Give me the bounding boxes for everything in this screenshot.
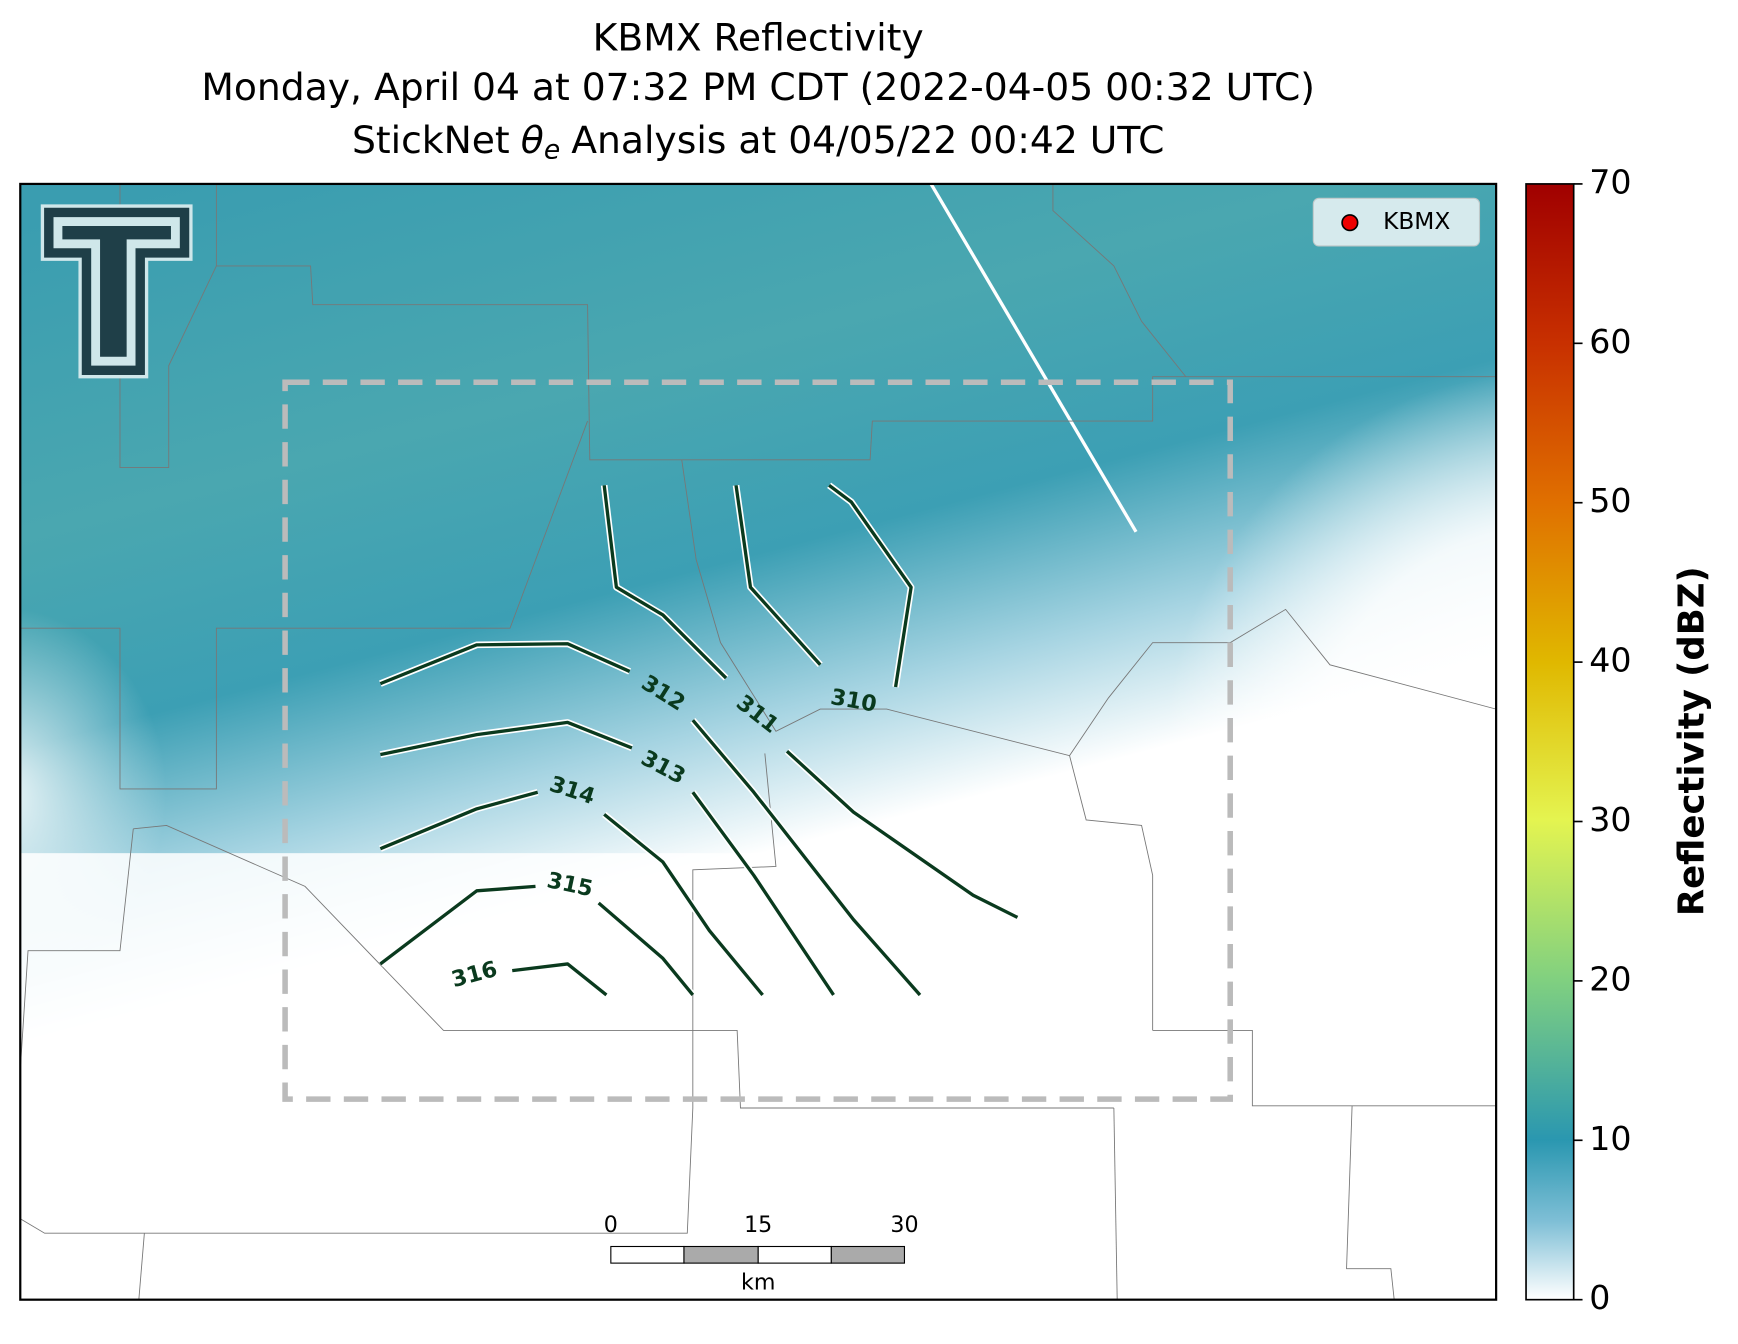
colorbar-tick-label: 60 (1589, 322, 1631, 361)
colorbar-tick-label: 30 (1589, 800, 1631, 839)
colorbar-tick-label: 50 (1589, 481, 1631, 520)
theta-subscript: e (544, 134, 560, 165)
colorbar-tick-label: 20 (1589, 959, 1631, 998)
colorbar-scale (1525, 183, 1575, 1301)
theta-symbol: θ (521, 117, 544, 161)
colorbar-tick-label: 10 (1589, 1119, 1631, 1158)
analysis-domain (282, 379, 1233, 1102)
map-frame (19, 182, 1498, 1301)
colorbar: Reflectivity (dBZ) 0 10 20 30 40 50 60 70 (1525, 162, 1712, 1317)
radar-clear-south (20, 853, 1497, 1300)
colorbar-label: Reflectivity (dBZ) (1671, 566, 1712, 916)
scale-tick-label: 0 (604, 1212, 618, 1238)
legend-label: KBMX (1383, 208, 1450, 235)
colorbar-tick-label: 0 (1589, 1278, 1610, 1317)
title-prefix: StickNet (352, 117, 510, 161)
colorbar-tick-label: 40 (1589, 641, 1631, 680)
colorbar-tick-label: 70 (1589, 162, 1631, 201)
title-line-3: StickNet θe Analysis at 04/05/22 00:42 UTC (352, 117, 1164, 165)
title-line-2: Monday, April 04 at 07:32 PM CDT (2022-0… (201, 65, 1315, 109)
scale-tick-label: 30 (890, 1212, 918, 1238)
map: 310 311 312 313 314 315 316 0 15 30 km K… (20, 183, 1497, 1300)
title-suffix: Analysis at 04/05/22 00:42 UTC (571, 117, 1164, 161)
scale-unit: km (741, 1270, 775, 1296)
scale-bar: 0 15 30 km (604, 1212, 919, 1296)
tech-logo (40, 204, 193, 379)
radar-spike (929, 183, 1138, 533)
title-line-1: KBMX Reflectivity (593, 15, 924, 59)
scale-tick-label: 15 (744, 1212, 772, 1238)
legend: KBMX (1312, 197, 1481, 247)
